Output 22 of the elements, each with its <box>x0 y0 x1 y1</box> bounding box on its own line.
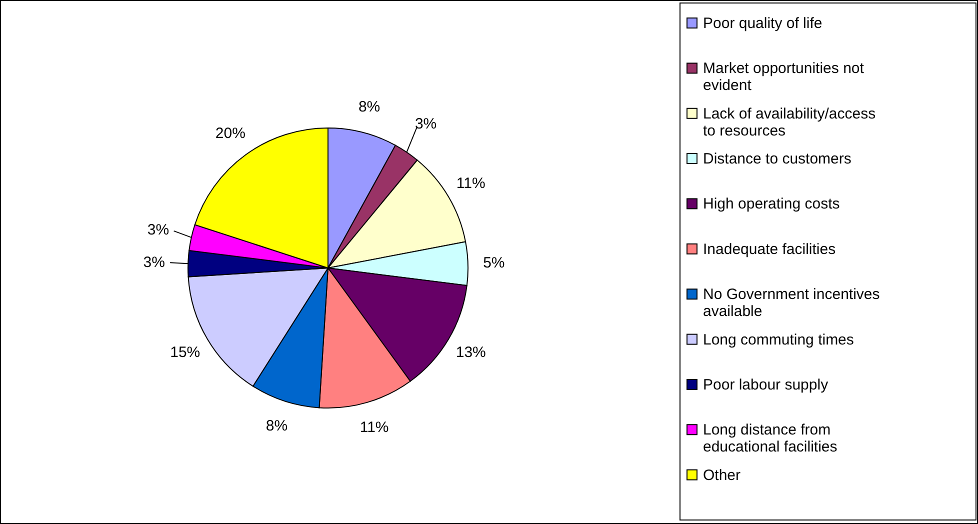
legend-label: High operating costs <box>703 196 840 213</box>
legend-label: Long distance from educational facilities <box>703 422 838 456</box>
data-label: 3% <box>147 222 170 239</box>
legend-label: No Government incentives available <box>703 286 880 320</box>
data-label: 3% <box>143 254 165 272</box>
legend-label: Poor quality of life <box>703 15 822 32</box>
legend-label: Long commuting times <box>703 331 854 348</box>
legend-label: Inadequate facilities <box>703 240 836 258</box>
data-label: 13% <box>456 344 486 361</box>
data-label: 3% <box>414 116 437 133</box>
legend-label: Lack of availability/access to resources <box>703 105 876 140</box>
legend-label: Distance to customers <box>703 150 852 168</box>
data-label: 5% <box>483 254 505 272</box>
data-label: 8% <box>266 417 288 434</box>
data-label: 8% <box>358 98 380 116</box>
legend-label: Other <box>703 466 741 484</box>
data-label: 15% <box>170 344 200 361</box>
data-label: 20% <box>215 125 246 142</box>
legend-label: Poor labour supply <box>703 376 829 394</box>
legend-label: Market opportunities not evident <box>703 60 865 94</box>
data-label: 11% <box>456 175 486 192</box>
data-label: 11% <box>360 418 389 436</box>
